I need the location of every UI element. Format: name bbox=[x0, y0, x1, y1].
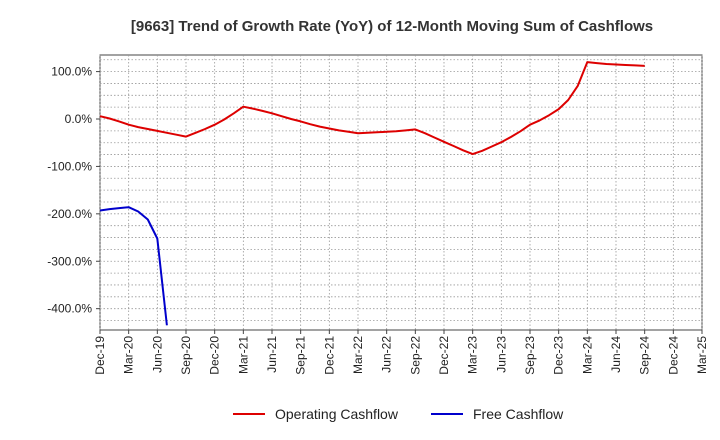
legend-label: Operating Cashflow bbox=[275, 406, 399, 422]
y-tick-label: -200.0% bbox=[47, 207, 92, 221]
chart-title: [9663] Trend of Growth Rate (YoY) of 12-… bbox=[131, 18, 653, 35]
y-axis-ticks: 100.0% 0.0% -100.0% -200.0% -300.0% -400.0% bbox=[47, 65, 100, 316]
x-axis-ticks: Dec-19 Mar-20 Jun-20 Sep-20 Dec-20 Mar-21 Jun-… bbox=[93, 330, 709, 375]
x-tick-label: Mar-20 bbox=[122, 336, 136, 374]
x-tick-label: Jun-23 bbox=[494, 336, 508, 373]
x-tick-label: Dec-20 bbox=[208, 336, 222, 375]
x-tick-label: Dec-24 bbox=[666, 336, 680, 375]
x-tick-label: Sep-24 bbox=[638, 336, 652, 375]
legend-label: Free Cashflow bbox=[473, 406, 564, 422]
series-layer bbox=[99, 61, 645, 326]
y-tick-label: 0.0% bbox=[65, 112, 93, 126]
x-tick-label: Jun-24 bbox=[609, 336, 623, 373]
x-tick-label: Dec-19 bbox=[93, 336, 107, 375]
legend: Operating Cashflow Free Cashflow bbox=[233, 406, 564, 422]
x-tick-label: Mar-21 bbox=[236, 336, 250, 374]
x-tick-label: Dec-23 bbox=[552, 336, 566, 375]
y-tick-label: 100.0% bbox=[51, 65, 92, 79]
x-tick-label: Sep-23 bbox=[523, 336, 537, 375]
y-tick-label: -100.0% bbox=[47, 159, 92, 173]
x-tick-label: Dec-22 bbox=[437, 336, 451, 375]
y-tick-label: -400.0% bbox=[47, 302, 92, 316]
x-tick-label: Sep-22 bbox=[408, 336, 422, 375]
x-tick-label: Jun-21 bbox=[265, 336, 279, 373]
x-tick-label: Mar-24 bbox=[580, 336, 594, 374]
x-tick-label: Jun-20 bbox=[150, 336, 164, 373]
x-tick-label: Mar-25 bbox=[695, 336, 709, 374]
x-tick-label: Mar-23 bbox=[466, 336, 480, 374]
x-tick-label: Dec-21 bbox=[322, 336, 336, 375]
x-tick-label: Mar-22 bbox=[351, 336, 365, 374]
x-tick-label: Sep-21 bbox=[294, 336, 308, 375]
x-tick-label: Jun-22 bbox=[380, 336, 394, 373]
x-tick-label: Sep-20 bbox=[179, 336, 193, 375]
operating-cashflow-line bbox=[99, 61, 645, 156]
plot-area bbox=[99, 54, 703, 331]
grid-lines bbox=[99, 55, 703, 330]
y-tick-label: -300.0% bbox=[47, 254, 92, 268]
free-cashflow-line bbox=[99, 206, 168, 326]
